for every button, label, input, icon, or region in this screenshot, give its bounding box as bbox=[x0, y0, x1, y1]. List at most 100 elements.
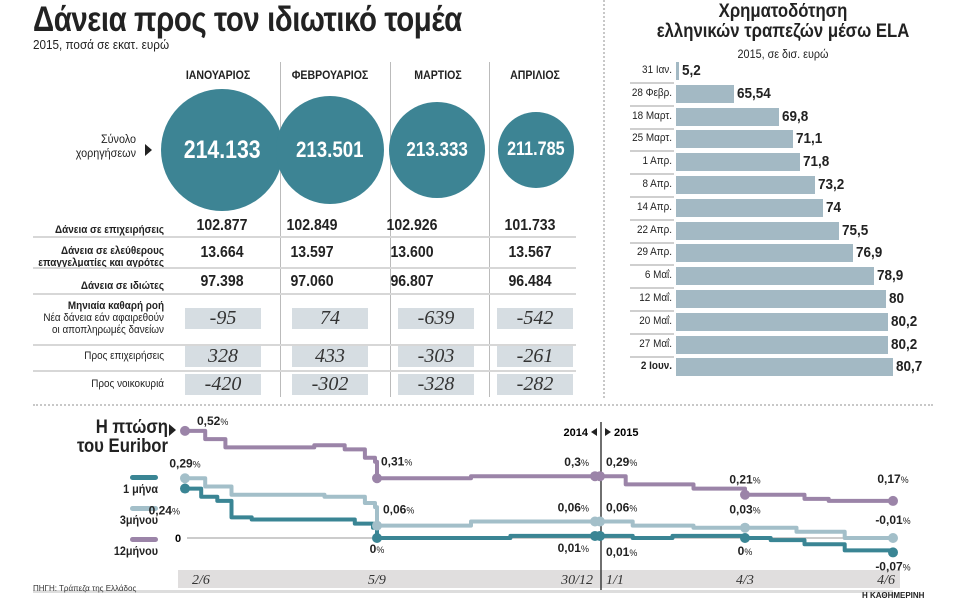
ela-chart-subtitle: 2015, σε δισ. ευρώ bbox=[737, 47, 829, 61]
cell-value: 97.060 bbox=[290, 273, 334, 290]
cell-value: 13.567 bbox=[508, 244, 552, 261]
brand-logo-text: Η ΚΑΘΗΜΕΡΙΝΗ bbox=[862, 591, 925, 600]
month-header: ΜΑΡΤΙΟΣ bbox=[414, 68, 462, 82]
ela-category-label: 27 Μαΐ. bbox=[639, 337, 672, 350]
data-label: 0,06% bbox=[383, 503, 414, 517]
zero-label: 0 bbox=[175, 533, 181, 545]
row-label: Δάνεια σε ιδιώτες bbox=[80, 280, 164, 292]
ela-row-divider bbox=[630, 287, 674, 290]
data-point-marker bbox=[180, 483, 190, 494]
column-divider bbox=[280, 62, 281, 397]
ela-value-label: 73,2 bbox=[817, 176, 844, 193]
data-point-marker bbox=[372, 473, 382, 484]
x-tick-label: 4/3 bbox=[736, 573, 754, 588]
row-label: Δάνεια σε ελεύθερους επαγγελματίες και αγ… bbox=[38, 245, 164, 269]
ela-category-label: 25 Μαρτ. bbox=[632, 132, 672, 145]
data-label: 0,21% bbox=[729, 473, 760, 487]
data-point-marker bbox=[740, 489, 750, 500]
ela-value-label: 74 bbox=[826, 198, 842, 216]
legend-swatch bbox=[130, 506, 158, 511]
data-point-marker bbox=[595, 530, 605, 541]
column-divider bbox=[390, 62, 391, 397]
flow-value: -542 bbox=[497, 307, 573, 329]
ela-value-label: 69,8 bbox=[781, 107, 809, 125]
euribor-title-line: Η πτώση bbox=[95, 417, 168, 438]
ela-category-label: 2 Ιουν. bbox=[640, 360, 672, 373]
cell-value: 96.484 bbox=[508, 273, 552, 290]
page-subtitle: 2015, ποσά σε εκατ. ευρώ bbox=[33, 37, 170, 52]
page-title: Δάνεια προς τον ιδιωτικό τομέα bbox=[33, 0, 462, 39]
flow-value: -420 bbox=[185, 373, 261, 395]
ela-row-divider bbox=[630, 310, 674, 312]
data-point-marker bbox=[888, 547, 898, 558]
data-point-marker bbox=[372, 520, 382, 531]
data-label: 0,52% bbox=[197, 414, 228, 428]
ela-bar bbox=[676, 335, 889, 354]
flow-value: -282 bbox=[497, 373, 573, 395]
euribor-title: Η πτώση του Euribor bbox=[73, 418, 168, 456]
source-note: ΠΗΓΗ: Τράπεζα της Ελλάδος bbox=[33, 584, 137, 593]
flow-value: -95 bbox=[185, 307, 261, 329]
total-bubble: 213.333 bbox=[389, 102, 485, 198]
ela-value-label: 5,2 bbox=[682, 62, 701, 79]
data-label: 0,24% bbox=[149, 504, 180, 518]
ela-value-label: 76,9 bbox=[856, 244, 883, 262]
ela-value-label: 80 bbox=[889, 290, 905, 307]
ela-category-label: 18 Μαρτ. bbox=[632, 109, 672, 122]
euribor-line-chart: 0 2014 2015 2/6 5/9 30/12 1/1 4/3 4/6 0,52% 0,31% 0… bbox=[33, 414, 911, 593]
total-bubble: 211.785 bbox=[498, 112, 574, 188]
row-label: Μηνιαία καθαρή ροή Νέα δάνεια εάν αφαιρεθ… bbox=[43, 300, 164, 336]
cell-value: 96.807 bbox=[390, 273, 434, 290]
ela-category-label: 20 Μαΐ. bbox=[639, 314, 672, 327]
data-label: 0,06% bbox=[606, 501, 637, 515]
year-right-label: 2015 bbox=[614, 427, 638, 439]
data-point-marker bbox=[595, 471, 605, 482]
legend-label: 1 μήνα bbox=[123, 482, 158, 496]
series-line-1m bbox=[185, 486, 895, 553]
data-label: 0,01% bbox=[558, 541, 589, 555]
data-label: 0,01% bbox=[606, 545, 637, 559]
data-point-marker bbox=[595, 516, 605, 527]
flow-value: -303 bbox=[398, 345, 474, 367]
ela-value-label: 65,54 bbox=[737, 84, 771, 102]
data-point-marker bbox=[740, 533, 750, 543]
row-label: Προς επιχειρήσεις bbox=[84, 350, 164, 362]
data-label: 0,03% bbox=[729, 503, 760, 517]
total-value: 214.133 bbox=[183, 135, 261, 164]
ela-category-label: 31 Ιαν. bbox=[642, 64, 672, 76]
ela-bar bbox=[676, 153, 800, 172]
section-divider-vertical bbox=[603, 0, 605, 398]
ela-value-label: 80,7 bbox=[896, 358, 923, 376]
legend-label: 3μήνου bbox=[119, 513, 158, 527]
data-label: 0,3% bbox=[564, 455, 589, 469]
section-divider-horizontal bbox=[33, 404, 933, 406]
flow-value: 433 bbox=[292, 345, 368, 367]
legend-label: 12μήνου bbox=[113, 544, 158, 558]
year-left-label: 2014 bbox=[564, 427, 589, 439]
data-label: -0,07% bbox=[875, 559, 910, 573]
ela-category-label: 12 Μαΐ. bbox=[639, 292, 672, 304]
pointer-triangle-icon bbox=[169, 424, 176, 436]
data-label: 0,17% bbox=[877, 472, 908, 486]
series-line-12m bbox=[185, 428, 893, 503]
flow-value: -639 bbox=[398, 307, 474, 329]
ela-value-label: 75,5 bbox=[841, 221, 869, 239]
ela-value-label: 78,9 bbox=[877, 267, 904, 285]
ela-bar bbox=[676, 267, 875, 286]
data-point-marker bbox=[372, 533, 382, 543]
row-divider bbox=[33, 267, 576, 269]
data-point-marker bbox=[888, 495, 898, 506]
row-divider bbox=[33, 236, 576, 238]
ela-category-label: 28 Φεβρ. bbox=[631, 86, 672, 99]
data-label: -0,01% bbox=[875, 513, 910, 527]
ela-value-label: 80,2 bbox=[891, 335, 918, 353]
x-tick-label: 5/9 bbox=[368, 573, 386, 588]
total-value: 211.785 bbox=[507, 139, 565, 160]
x-axis-band bbox=[178, 570, 900, 588]
flow-value: -302 bbox=[292, 373, 368, 395]
data-label: 0,29% bbox=[169, 456, 200, 470]
cell-value: 102.926 bbox=[386, 217, 438, 234]
cell-value: 97.398 bbox=[200, 273, 244, 290]
flow-value: -261 bbox=[497, 345, 573, 367]
x-tick-label: 30/12 bbox=[560, 573, 593, 588]
